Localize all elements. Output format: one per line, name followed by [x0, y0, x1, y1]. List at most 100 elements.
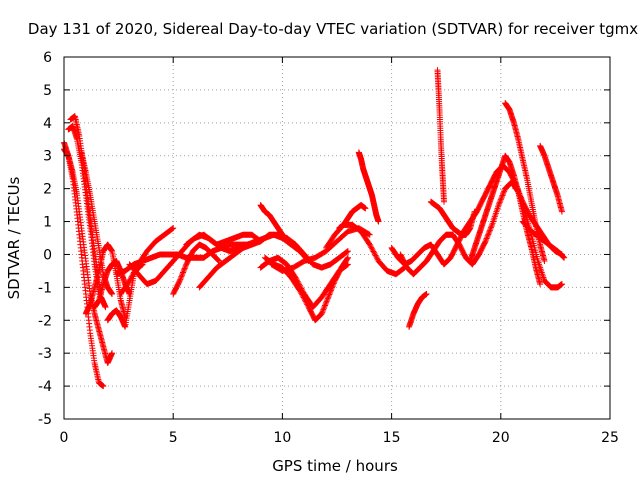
- data-point: [128, 273, 135, 280]
- y-tick-label: 2: [43, 182, 52, 198]
- chart-title: Day 131 of 2020, Sidereal Day-to-day VTE…: [28, 20, 638, 38]
- data-point: [362, 205, 369, 212]
- data-point: [169, 225, 176, 232]
- satellite-track-6: [82, 241, 129, 320]
- data-point: [329, 283, 336, 290]
- data-point: [368, 244, 375, 251]
- data-point: [328, 286, 335, 293]
- data-point: [100, 383, 107, 390]
- data-point: [485, 230, 492, 237]
- satellite-track-3: [65, 123, 102, 297]
- data-point: [300, 294, 307, 301]
- data-point: [109, 350, 116, 357]
- y-axis-tick-labels: -5 -4 -3 -2 -1 0 1 2 3 4 5 6: [38, 50, 52, 428]
- data-point: [486, 227, 493, 234]
- y-tick-label: 1: [43, 215, 52, 231]
- data-point: [375, 218, 382, 225]
- satellite-track-19: [323, 221, 408, 278]
- data-point: [495, 202, 502, 209]
- data-point: [487, 225, 494, 232]
- data-point: [499, 191, 506, 198]
- data-point: [558, 281, 565, 288]
- data-point: [181, 266, 188, 273]
- data-point: [330, 280, 337, 287]
- satellite-track-25: [427, 198, 478, 238]
- data-point: [109, 290, 116, 297]
- data-point: [297, 289, 304, 296]
- data-point: [319, 309, 326, 316]
- data-point: [367, 242, 374, 249]
- data-point: [498, 195, 505, 202]
- data-point: [129, 272, 136, 279]
- data-points: [61, 67, 568, 390]
- data-point: [485, 231, 492, 238]
- data-point: [321, 303, 328, 310]
- satellite-track-30: [519, 218, 568, 261]
- y-tick-label: 6: [43, 50, 52, 66]
- data-point: [325, 292, 332, 299]
- data-point: [561, 254, 568, 261]
- data-point: [299, 291, 306, 298]
- data-point: [487, 224, 494, 231]
- data-point: [321, 302, 328, 309]
- data-point: [181, 265, 188, 272]
- data-point: [497, 197, 504, 204]
- data-point: [365, 231, 372, 238]
- data-point: [423, 290, 430, 297]
- data-point: [325, 294, 332, 301]
- y-tick-label: 4: [43, 116, 52, 132]
- y-tick-label: 5: [43, 83, 52, 99]
- data-point: [496, 199, 503, 206]
- data-point: [180, 268, 187, 275]
- data-point: [496, 200, 503, 207]
- data-point: [329, 284, 336, 291]
- satellite-track-10: [117, 225, 177, 297]
- data-point: [102, 304, 109, 311]
- data-point: [324, 295, 331, 302]
- data-point: [484, 234, 491, 241]
- data-point: [344, 248, 351, 255]
- data-point: [441, 198, 448, 205]
- y-tick-label: -3: [38, 346, 52, 362]
- data-point: [471, 208, 478, 215]
- data-point: [500, 189, 507, 196]
- satellite-track-14: [196, 231, 351, 291]
- data-point: [344, 254, 351, 261]
- data-point: [537, 281, 544, 288]
- data-point: [499, 192, 506, 199]
- x-axis-label: GPS time / hours: [272, 457, 398, 475]
- data-point: [304, 301, 311, 308]
- satellite-track-29: [537, 142, 565, 215]
- satellite-track-26: [434, 67, 448, 205]
- data-point: [299, 293, 306, 300]
- data-point: [178, 273, 185, 280]
- data-point: [214, 256, 221, 263]
- x-tick-label: 20: [492, 430, 510, 446]
- data-point: [127, 275, 134, 282]
- data-point: [324, 296, 331, 303]
- x-axis-tick-labels: 0 5 10 15 20 25: [60, 430, 619, 446]
- data-point: [501, 188, 508, 195]
- data-point: [180, 269, 187, 276]
- data-point: [168, 226, 175, 233]
- satellite-track-22: [388, 162, 565, 268]
- data-point: [182, 264, 189, 271]
- data-point: [318, 310, 325, 317]
- data-point: [486, 228, 493, 235]
- data-point: [176, 277, 183, 284]
- satellite-track-12: [170, 241, 223, 297]
- data-point: [326, 290, 333, 297]
- satellite-track-24: [406, 290, 430, 330]
- data-point: [343, 249, 350, 256]
- data-point: [368, 245, 375, 252]
- data-point: [482, 238, 489, 245]
- satellite-track-20: [336, 202, 369, 232]
- data-point: [322, 301, 329, 308]
- data-point: [372, 252, 379, 259]
- data-point: [560, 253, 567, 260]
- data-point: [320, 306, 327, 313]
- y-tick-label: -1: [38, 280, 52, 296]
- data-point: [498, 193, 505, 200]
- data-point: [302, 298, 309, 305]
- data-point: [215, 257, 222, 264]
